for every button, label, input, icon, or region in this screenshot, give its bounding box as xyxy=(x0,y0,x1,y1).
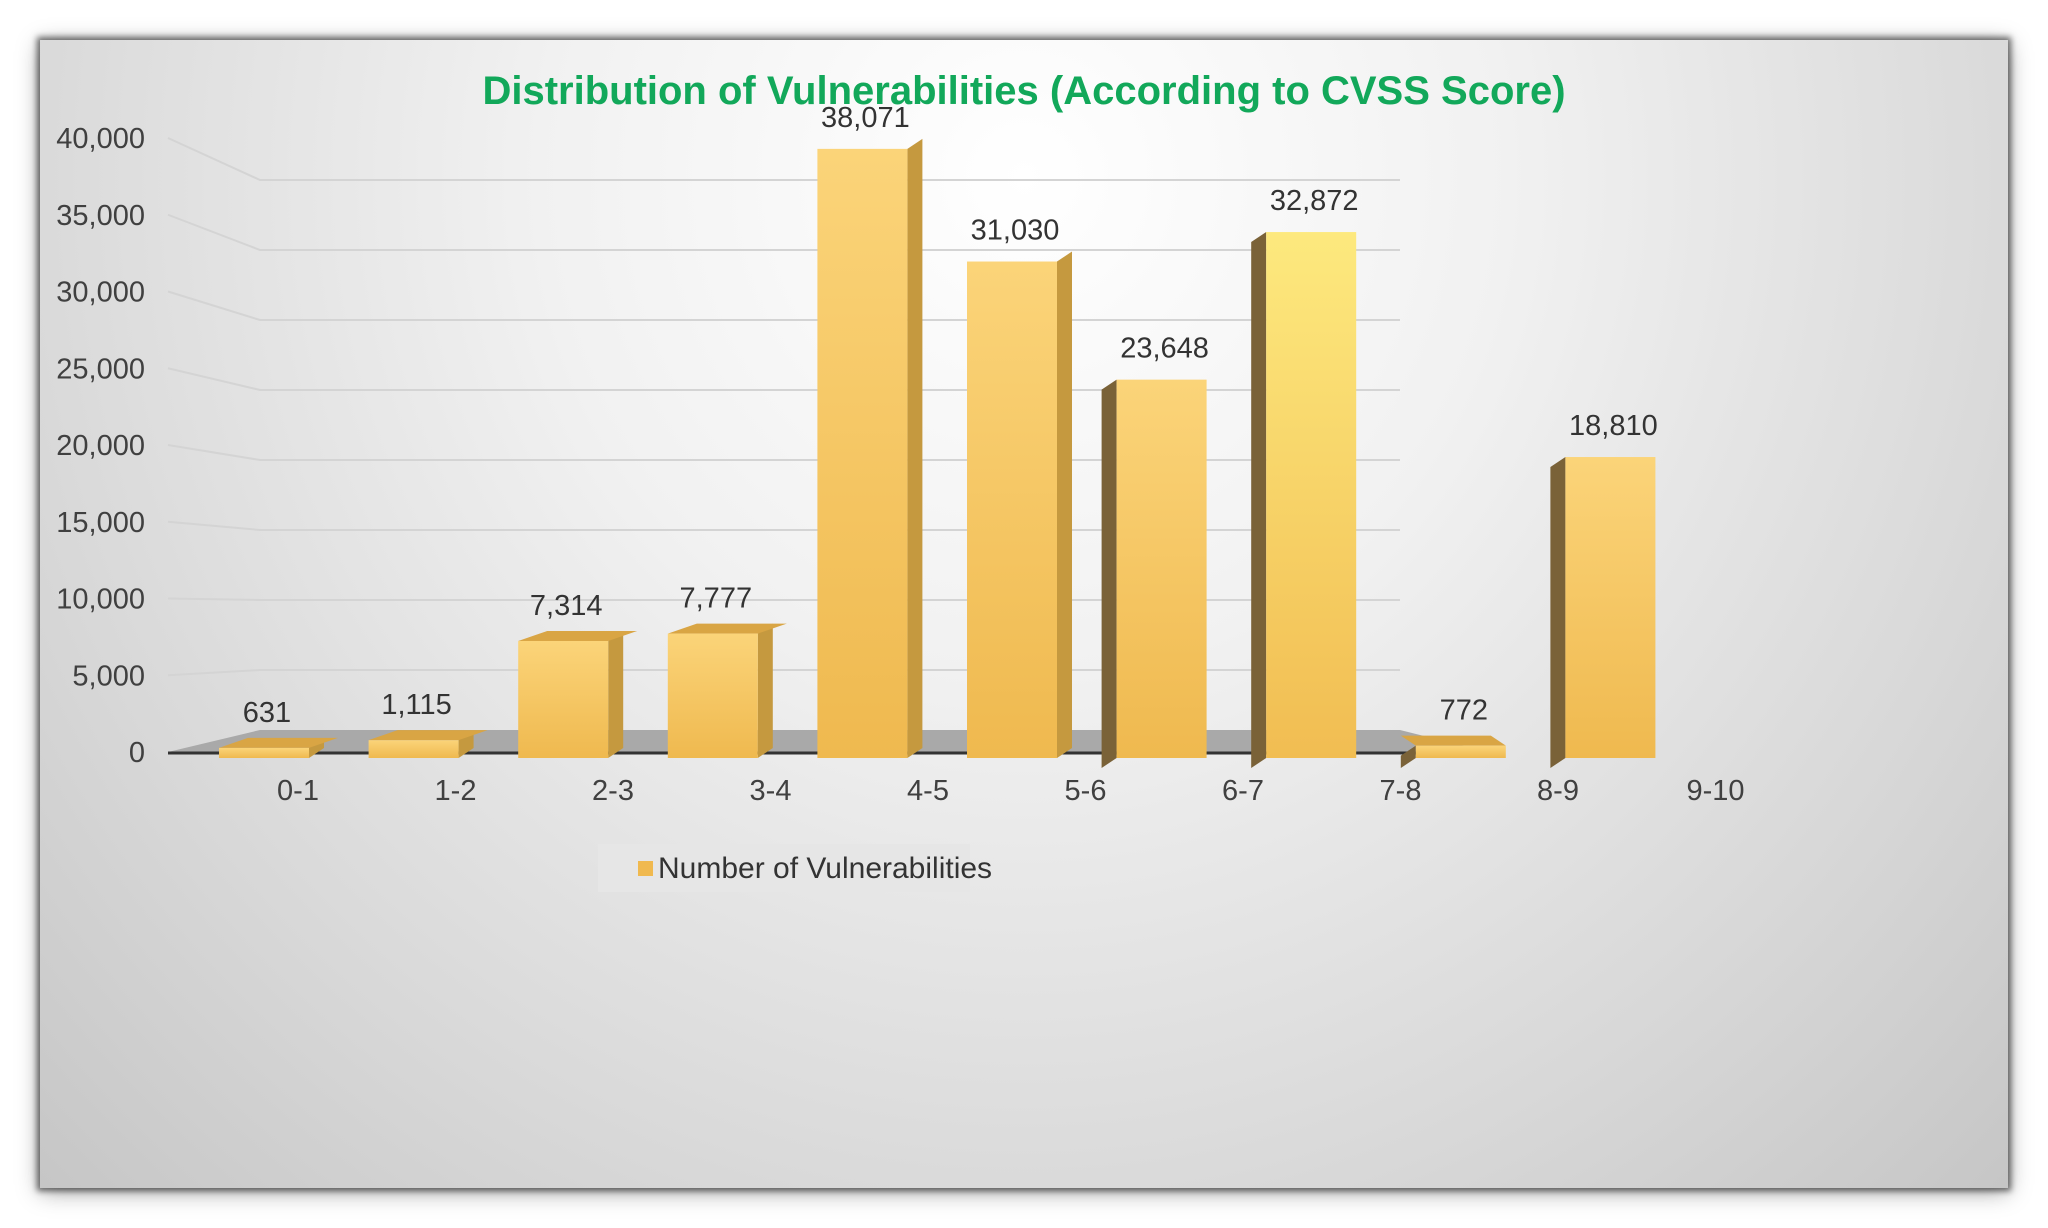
bar-front xyxy=(817,148,908,758)
bar-2-3 xyxy=(518,630,638,758)
bar-side xyxy=(1101,379,1117,768)
bar-5-6 xyxy=(967,251,1072,758)
bar-3-4 xyxy=(667,623,787,758)
bar-chart: Distribution of Vulnerabilities (Accordi… xyxy=(56,69,1745,892)
bar-top xyxy=(1400,735,1506,746)
legend-label: Number of Vulnerabilities xyxy=(658,852,992,885)
bar-top xyxy=(518,630,638,641)
bar-front xyxy=(667,633,758,758)
y-tick-label: 10,000 xyxy=(56,584,145,616)
bar-side xyxy=(907,138,923,758)
y-tick-label: 25,000 xyxy=(56,353,145,385)
bar-side xyxy=(458,730,474,758)
bar-8-9 xyxy=(1400,735,1506,768)
bar-side xyxy=(1057,251,1072,758)
data-label: 31,030 xyxy=(971,215,1060,247)
bar-top xyxy=(219,737,338,748)
chart-title: Distribution of Vulnerabilities (Accordi… xyxy=(482,69,1565,113)
gridline xyxy=(167,137,1400,181)
y-tick-label: 20,000 xyxy=(56,430,145,462)
bar-front xyxy=(1116,379,1207,758)
gridline xyxy=(167,520,1400,531)
x-tick-label: 4-5 xyxy=(907,775,949,807)
chart-card: Distribution of Vulnerabilities (Accordi… xyxy=(40,40,2008,1188)
bar-front xyxy=(1565,457,1656,758)
legend: Number of Vulnerabilities xyxy=(598,844,992,892)
legend-swatch xyxy=(638,861,653,876)
y-axis: 0 5,000 10,000 15,000 20,000 25,000 30,000 35,0… xyxy=(56,123,145,769)
gridline xyxy=(167,597,1400,601)
x-tick-label: 0-1 xyxy=(277,775,319,807)
bar-7-8 xyxy=(1251,232,1357,769)
bar-front xyxy=(1415,745,1506,758)
bar-1-2 xyxy=(368,730,488,758)
data-label: 7,314 xyxy=(530,590,603,622)
bar-4-5 xyxy=(817,138,923,758)
gridline xyxy=(167,213,1400,251)
bar-6-7 xyxy=(1101,379,1207,768)
gridline xyxy=(167,669,1400,677)
x-axis: 0-1 1-2 2-3 3-4 4-5 5-6 6-7 7-8 8-9 9-10 xyxy=(277,775,1744,807)
y-tick-label: 5,000 xyxy=(72,660,145,692)
data-label: 1,115 xyxy=(381,689,451,721)
bar-top xyxy=(667,623,787,634)
bar-side xyxy=(608,630,624,758)
data-label: 772 xyxy=(1440,695,1488,727)
y-tick-label: 30,000 xyxy=(56,277,145,309)
y-tick-label: 35,000 xyxy=(56,200,145,232)
bar-side xyxy=(757,623,773,758)
bar-side xyxy=(1400,745,1416,768)
x-tick-label: 8-9 xyxy=(1537,775,1579,807)
gridline xyxy=(167,290,1400,321)
data-label: 18,810 xyxy=(1569,410,1658,442)
bar-side xyxy=(1251,232,1267,769)
data-label: 38,071 xyxy=(821,102,910,134)
legend-box xyxy=(598,844,970,892)
x-tick-label: 3-4 xyxy=(750,775,792,807)
bar-top xyxy=(368,730,488,741)
x-tick-label: 9-10 xyxy=(1686,775,1744,807)
x-tick-label: 5-6 xyxy=(1065,775,1107,807)
x-tick-label: 1-2 xyxy=(435,775,477,807)
gridline xyxy=(167,367,1400,391)
bar-9-10 xyxy=(1550,457,1656,768)
data-label: 23,648 xyxy=(1120,333,1209,365)
x-tick-label: 7-8 xyxy=(1380,775,1422,807)
x-tick-label: 2-3 xyxy=(592,775,634,807)
bar-front xyxy=(967,261,1057,758)
data-label: 32,872 xyxy=(1270,185,1359,217)
gridlines xyxy=(167,137,1400,677)
gridline xyxy=(167,444,1400,461)
data-label: 631 xyxy=(243,697,291,729)
bar-side xyxy=(1550,457,1566,768)
y-tick-label: 40,000 xyxy=(56,123,145,155)
x-tick-label: 6-7 xyxy=(1222,775,1264,807)
bar-0-1 xyxy=(219,737,338,758)
data-label: 7,777 xyxy=(680,583,753,615)
bar-front xyxy=(368,740,459,758)
bar-front xyxy=(1266,232,1357,759)
bars: 631 1,115 7,314 7,777 38,071 31,030 23,648 32,8… xyxy=(219,102,1658,769)
y-tick-label: 15,000 xyxy=(56,507,145,539)
bar-front xyxy=(219,747,309,758)
y-tick-label: 0 xyxy=(129,737,145,769)
bar-front xyxy=(518,640,609,758)
